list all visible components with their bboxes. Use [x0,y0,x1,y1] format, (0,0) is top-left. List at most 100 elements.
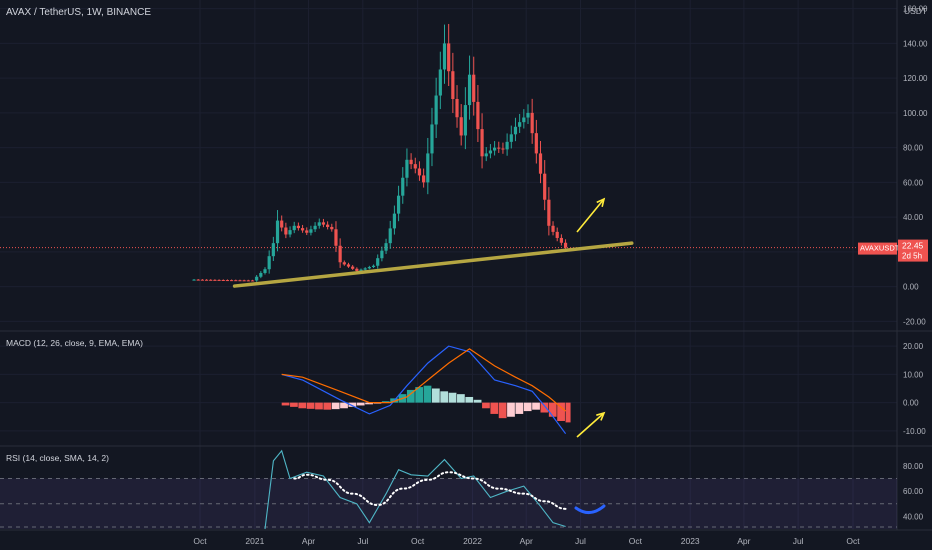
macd-hist-bar [515,402,524,414]
macd-line [281,345,567,435]
candle-body [346,264,351,267]
candle-body [455,99,459,118]
candle-body [380,250,384,259]
rsi-tick-label: 60.00 [903,487,924,496]
time-tick-label: 2021 [245,536,264,546]
macd-hist-bar [565,402,571,423]
candle-body [492,147,497,151]
macd-tick-label: 0.00 [903,399,919,408]
price-tick-label: 80.00 [903,144,924,153]
candle-body [555,231,559,238]
candle-body [209,279,213,281]
rsi-axis[interactable]: 80.00 60.00 40.00 [903,462,924,521]
candle-body [551,225,555,232]
macd-hist-bar [490,402,499,414]
macd-hist-bar [532,402,540,410]
candle-body [563,242,568,248]
price-tick-label: -20.00 [903,317,926,326]
time-tick-label: Apr [737,536,750,546]
candle-body [401,177,405,196]
macd-hist-bar [448,392,457,403]
currency-label: USDT [904,6,927,16]
candle-body [267,256,271,270]
candle-body [284,227,288,235]
arrow-head [596,411,606,421]
time-tick-label: Oct [629,536,643,546]
candle-body [330,226,334,230]
macd-hist-bar [498,402,507,419]
macd-hist-bar [406,389,415,403]
candle-body [538,153,543,174]
time-tick-label: 2023 [681,536,700,546]
price-axis[interactable]: 160.00 140.00 120.00 100.00 80.00 60.00 40.00 0… [903,5,928,327]
badge-countdown: 2d 5h [902,252,922,261]
macd-hist-bar [557,402,565,421]
candle-body [430,124,434,154]
candle-body [359,269,363,271]
candle-body [288,230,292,235]
candle-body [467,74,472,106]
candle-body [292,225,296,231]
rsi-title[interactable]: RSI (14, close, SMA, 14, 2) [6,453,109,463]
price-tick-label: 120.00 [903,74,928,83]
time-tick-label: Oct [193,536,207,546]
candle-body [367,267,371,269]
macd-hist-bar [482,402,490,409]
candle-body [472,74,476,102]
macd-tick-label: -10.00 [903,427,926,436]
candle-body [476,101,480,130]
badge-symbol-bg [858,242,897,255]
candle-body [530,112,534,134]
candle-body [376,258,380,266]
arrow-annotation-price[interactable] [576,197,606,233]
macd-hist-bar [415,387,424,403]
badge-price-bg [898,239,928,262]
last-price-badge[interactable]: AVAXUSDT 22.45 2d 5h [858,239,928,262]
candle-body [255,276,259,281]
macd-title[interactable]: MACD (12, 26, close, 9, EMA, EMA) [6,338,143,348]
macd-hist-bar [507,402,515,417]
time-tick-label: Apr [302,536,315,546]
badge-symbol: AVAXUSDT [860,244,900,253]
candle-body [217,279,221,281]
macd-signal-line [281,348,566,412]
candle-body [196,279,200,281]
candle-body [338,245,342,263]
time-tick-label: Jul [357,536,368,546]
candle-body [305,230,309,233]
rsi-projection-curve[interactable] [574,504,606,514]
candle-body [313,225,317,230]
candle-body [434,95,438,125]
time-tick-label: Apr [520,536,533,546]
candle-body [384,243,388,251]
candle-body [426,153,430,183]
time-tick-label: Oct [846,536,860,546]
candle-body [204,279,209,281]
candle-body [526,112,530,118]
candle-body [351,266,355,269]
macd-hist-bar [323,402,332,410]
candle-body [309,229,313,233]
arrow-annotation-macd[interactable] [576,411,606,438]
candle-body [547,199,551,226]
macd-hist-bar [473,399,482,403]
macd-axis[interactable]: 20.00 10.00 0.00 -10.00 [903,342,926,436]
candle-body [326,224,330,227]
candle-body [543,173,547,200]
candle-body [200,279,204,281]
macd-tick-label: 20.00 [903,342,924,351]
candle-body [518,122,522,127]
candle-body [505,141,509,150]
candle-body [501,148,505,150]
trendline[interactable] [232,241,634,288]
symbol-title[interactable]: AVAX / TetherUS, 1W, BINANCE [6,7,151,18]
candle-body [280,220,284,228]
arrow-head [596,197,606,207]
candle-body [213,279,217,281]
time-axis[interactable]: Oct 2021 Apr Jul Oct 2022 Apr Jul Oct 2023 Apr Jul O… [193,536,860,546]
rsi-tick-label: 80.00 [903,462,924,471]
candle-body [451,71,455,99]
badge-price: 22.45 [902,241,924,251]
candle-body [447,43,451,72]
